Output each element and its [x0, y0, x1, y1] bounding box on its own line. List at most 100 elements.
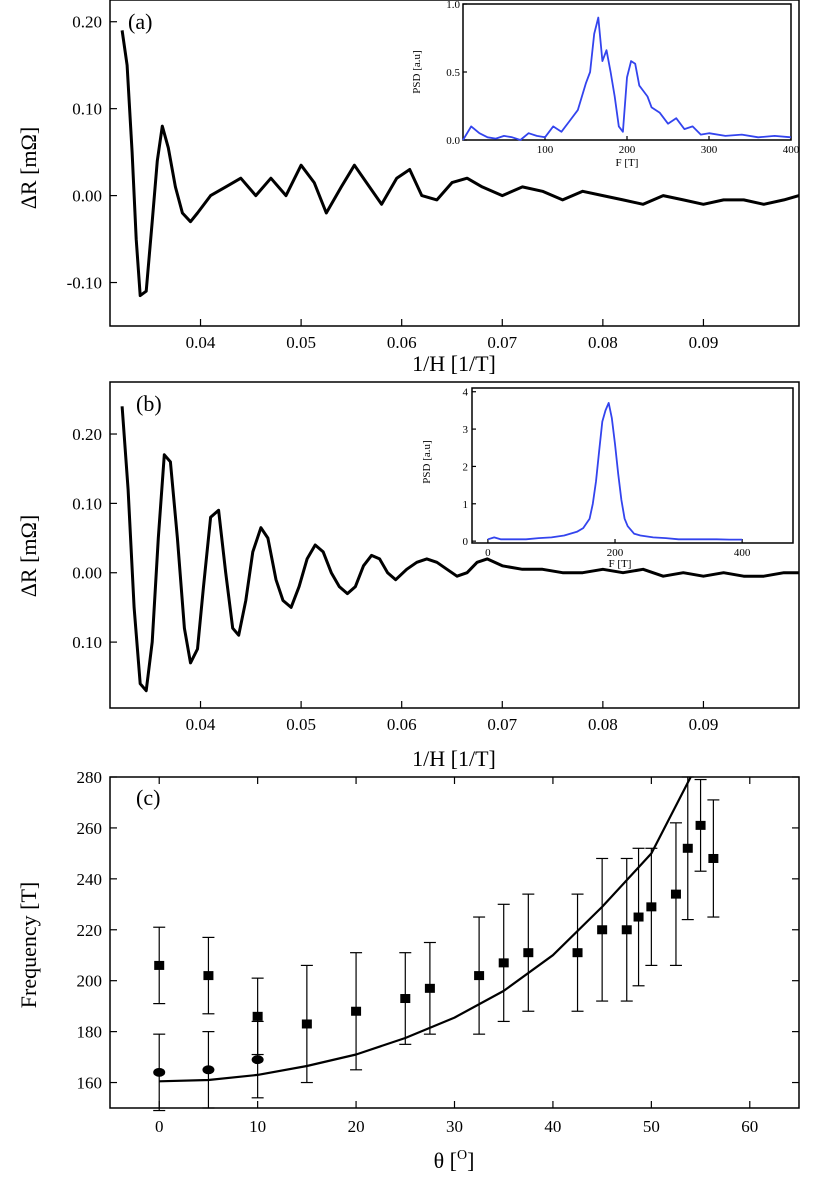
panel-c-xtick-label: 10 [249, 1117, 266, 1136]
panel-b-inset-ytick-label: 0 [463, 536, 469, 548]
panel-c-ytick-label: 160 [77, 1074, 103, 1093]
panel-c-square-marker [646, 902, 657, 912]
panel-a-xtick-label: 0.06 [387, 333, 417, 352]
panel-a-inset-ytick-label: 0.0 [446, 135, 460, 147]
panel-c-xlabel-end: ] [467, 1148, 474, 1173]
panel-c-ytick-label: 180 [77, 1023, 103, 1042]
panel-c-ytick-label: 200 [77, 972, 103, 991]
panel-c-ytick-label: 280 [77, 768, 103, 787]
panel-c-ytick-label: 220 [77, 921, 103, 940]
panel-b-xtick-label: 0.08 [588, 715, 618, 734]
panel-c-xtick-label: 20 [348, 1117, 365, 1136]
panel-c-point [669, 822, 682, 967]
panel-c-point [522, 893, 535, 1012]
panel-c-label: (c) [136, 785, 160, 810]
panel-c-xtick-label: 40 [544, 1117, 561, 1136]
panel-a-inset-xtick-label: 400 [783, 144, 800, 156]
panel-c-square-marker [203, 971, 214, 981]
panel-b-xtick-label: 0.04 [186, 715, 216, 734]
panel-c-circle-marker [202, 1065, 215, 1075]
panel-a-xtick-label: 0.05 [286, 333, 316, 352]
panel-c-square-marker [572, 948, 583, 958]
panel-c-point [632, 847, 645, 987]
panel-c-square-marker [498, 958, 509, 968]
panel-b-inset-ytick-label: 3 [463, 424, 469, 436]
panel-a-inset-line [462, 16, 792, 141]
panel-b-inset-xlabel: F [T] [609, 558, 632, 570]
panel-c-point [350, 952, 363, 1071]
panel-b-ytick-label: 0.00 [72, 564, 102, 583]
panel-b-inset-line [487, 402, 743, 541]
panel-a-inset-ytick-label: 1.0 [446, 0, 460, 11]
panel-b-inset-xtick-label: 200 [607, 547, 624, 559]
panel-c-square-marker [424, 983, 435, 993]
panel-b-ytick-label: 0.10 [72, 494, 102, 513]
panel-c-point [681, 776, 694, 921]
panel-c-xtick-label: 60 [741, 1117, 758, 1136]
panel-b-series-line [120, 406, 799, 693]
panel-c-point [707, 799, 720, 918]
panel-c-fit-curve [159, 776, 692, 1083]
panel-a-ytick-label: 0.20 [72, 13, 102, 32]
panel-a-series-line [120, 30, 800, 298]
panel-b-xtick-label: 0.06 [387, 715, 417, 734]
panel-a-xtick-label: 0.07 [487, 333, 517, 352]
panel-a: 0.04 0.05 0.06 0.07 0.08 0.09 0.20 0.10 0.00 -0.1… [16, 0, 800, 376]
panel-c-point [153, 926, 166, 1005]
panel-b-ytick-label: 0.20 [72, 425, 102, 444]
panel-a-inset: 100 200 300 400 0.0 0.5 1.0 F [T] PSD [a.u] [411, 0, 800, 169]
panel-c-square-marker [695, 820, 706, 830]
panel-b-inset-ytick-label: 4 [463, 387, 469, 399]
panel-c-point [694, 778, 707, 872]
panel-b-inset-ylabel: PSD [a.u] [421, 440, 433, 483]
panel-c-xtick-label: 0 [155, 1117, 164, 1136]
panel-c-square-marker [633, 912, 644, 922]
panel-a-frame [109, 0, 800, 327]
panel-a-ytick-label: -0.10 [67, 274, 102, 293]
panel-a-inset-xlabel: F [T] [616, 157, 639, 169]
panel-a-inset-xtick-label: 100 [537, 144, 554, 156]
panel-c-circle-marker [153, 1067, 166, 1077]
panel-c-square-marker [351, 1006, 362, 1016]
panel-b-xtick-label: 0.05 [286, 715, 316, 734]
panel-b-xtick-label: 0.07 [487, 715, 517, 734]
panel-a-xtick-label: 0.04 [186, 333, 216, 352]
panel-c-point [251, 1020, 264, 1099]
panel-c-point [571, 893, 584, 1012]
panel-b-inset-ytick-label: 2 [463, 461, 469, 473]
panel-b-inset: 0 200 400 0 1 2 3 4 F [T] PSD [a.u] [421, 387, 794, 570]
panel-b-frame [109, 381, 800, 709]
panel-b-ylabel: ΔR [mΩ] [16, 515, 41, 597]
panel-c-square-marker [474, 971, 485, 981]
panel-c-ytick-label: 260 [77, 819, 103, 838]
panel-b-inset-frame [471, 387, 794, 544]
panel-b-xlabel: 1/H [1/T] [412, 746, 496, 771]
panel-c-xtick-label: 50 [643, 1117, 660, 1136]
panel-c: 0 10 20 30 40 50 60 160 180 200 220 240 260 280 (c) θ… [16, 768, 800, 1173]
panel-c-point [620, 857, 633, 1002]
panel-c-point [423, 941, 436, 1035]
panel-b: 0.04 0.05 0.06 0.07 0.08 0.09 0.20 0.10 0.00 0.10… [16, 381, 800, 771]
panel-c-point [596, 857, 609, 1002]
panel-c-square-marker [682, 843, 693, 853]
panel-b-inset-xtick-label: 0 [485, 547, 491, 559]
panel-b-inset-xtick-label: 400 [734, 547, 751, 559]
panel-c-ytick-label: 240 [77, 870, 103, 889]
panel-c-point [497, 903, 510, 1023]
panel-a-xlabel: 1/H [1/T] [412, 351, 496, 376]
panel-c-square-marker [301, 1019, 312, 1029]
panel-c-ylabel: Frequency [T] [16, 882, 41, 1008]
panel-c-square-marker [621, 925, 632, 935]
panel-c-xlabel-sup: O [457, 1148, 467, 1163]
panel-a-inset-frame [462, 3, 792, 141]
panel-c-point [153, 1033, 166, 1112]
panel-a-inset-xtick-label: 200 [619, 144, 636, 156]
panel-c-square-marker [523, 948, 534, 958]
panel-a-label: (a) [128, 9, 152, 34]
panel-c-point [202, 936, 215, 1015]
panel-a-inset-ytick-label: 0.5 [446, 67, 460, 79]
panel-c-xlabel-main: θ [ [434, 1148, 457, 1173]
panel-a-inset-xtick-label: 300 [701, 144, 718, 156]
